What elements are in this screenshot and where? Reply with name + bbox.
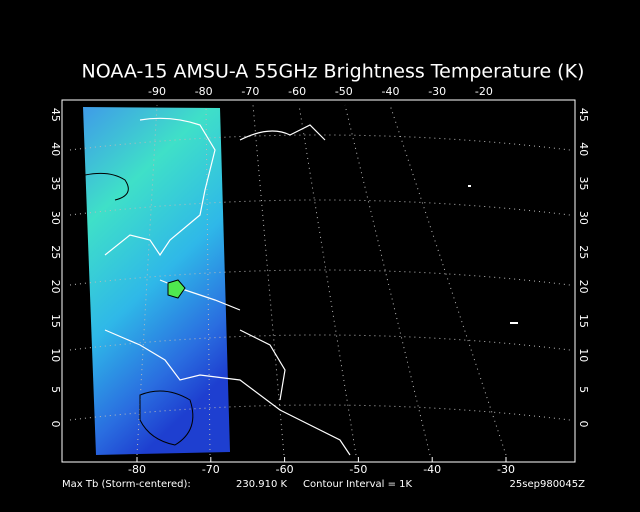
timestamp: 25sep980045Z [510,479,586,490]
top-tick-label: -60 [288,85,306,98]
right-tick-label: 25 [577,245,590,259]
top-tick-label: -90 [148,85,166,98]
right-tick-label: 35 [577,177,590,191]
top-tick-label: -20 [475,85,493,98]
left-tick-label: 35 [49,177,62,191]
bottom-tick-label: -60 [276,463,294,476]
right-tick-label: 5 [577,386,590,393]
coastlines [104,117,351,456]
max-tb-label: Max Tb (Storm-centered): [62,479,191,490]
left-tick-label: 45 [49,108,62,122]
map-frame [61,99,576,463]
bottom-tick-label: -80 [128,463,146,476]
left-tick-label: 40 [49,142,62,156]
top-tick-label: -40 [382,85,400,98]
title: NOAA-15 AMSU-A 55GHz Brightness Temperat… [82,61,585,83]
left-tick-label: 30 [49,211,62,225]
right-tick-label: 40 [577,142,590,156]
right-tick-label: 30 [577,211,590,225]
right-tick-label: 15 [577,314,590,328]
right-tick-label: 10 [577,348,590,362]
left-tick-label: 20 [49,280,62,294]
bottom-tick-label: -70 [202,463,220,476]
left-tick-label: 5 [49,386,62,393]
top-tick-label: -80 [195,85,213,98]
top-tick-label: -70 [241,85,259,98]
bottom-tick-label: -40 [423,463,441,476]
top-tick-label: -50 [335,85,353,98]
contours [84,172,194,446]
contour-interval: Contour Interval = 1K [303,479,413,490]
right-tick-label: 45 [577,108,590,122]
bottom-tick-label: -50 [349,463,367,476]
top-tick-label: -30 [428,85,446,98]
left-tick-label: 15 [49,314,62,328]
right-tick-label: 0 [577,421,590,428]
scattered-islands [468,185,518,324]
right-tick-label: 20 [577,280,590,294]
left-tick-label: 10 [49,348,62,362]
max-tb-value: 230.910 K [236,479,288,490]
left-tick-label: 0 [49,421,62,428]
satellite-swath [83,107,230,455]
bottom-tick-label: -30 [497,463,515,476]
left-tick-label: 25 [49,245,62,259]
